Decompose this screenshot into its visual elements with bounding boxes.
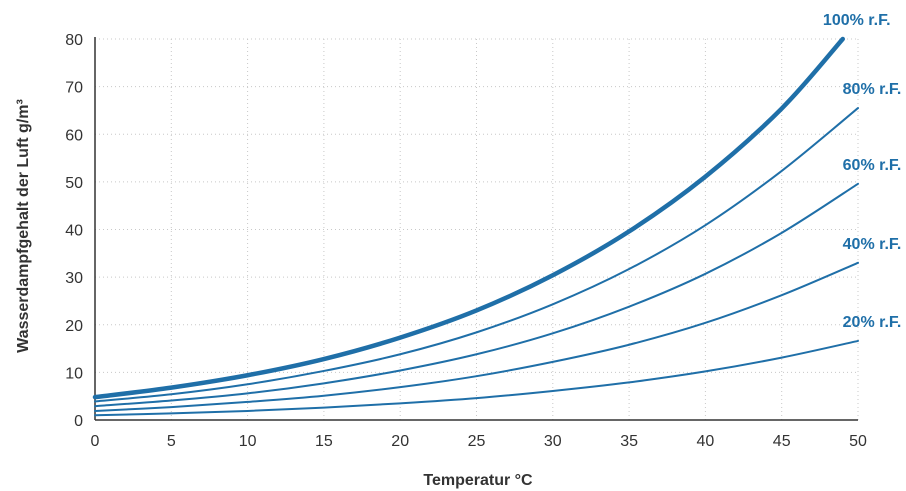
x-tick-label: 45 — [773, 433, 791, 450]
series-labels: 100% r.F. 80% r.F. 60% r.F. 40% r.F. 20% r.F… — [823, 12, 901, 331]
series-label: 20% r.F. — [843, 314, 902, 331]
tick-labels: 0 5 10 15 20 25 30 35 40 45 50 0 10 20 30 40 50 60 70 80 — [65, 32, 867, 450]
y-tick-label: 30 — [65, 270, 83, 287]
y-axis-label: Wasserdampfgehalt der Luft g/m³ — [15, 99, 32, 353]
series-label: 100% r.F. — [823, 12, 891, 29]
x-tick-label: 35 — [620, 433, 638, 450]
x-tick-label: 10 — [239, 433, 257, 450]
y-tick-label: 50 — [65, 175, 83, 192]
series-lines — [92, 36, 859, 417]
y-tick-label: 0 — [74, 413, 83, 430]
y-tick-label: 70 — [65, 80, 83, 97]
x-tick-label: 30 — [544, 433, 562, 450]
series-line — [94, 182, 859, 408]
series-line — [94, 339, 859, 417]
series-label: 60% r.F. — [843, 157, 902, 174]
grid — [95, 38, 859, 420]
x-tick-label: 15 — [315, 433, 333, 450]
series-line — [92, 36, 845, 400]
series-line — [94, 107, 859, 403]
y-tick-label: 60 — [65, 127, 83, 144]
x-tick-label: 50 — [849, 433, 867, 450]
y-tick-label: 20 — [65, 318, 83, 335]
x-tick-label: 25 — [468, 433, 486, 450]
series-line — [94, 261, 859, 412]
series-label: 80% r.F. — [843, 81, 902, 98]
axes — [94, 37, 858, 421]
y-tick-label: 80 — [65, 32, 83, 49]
y-tick-label: 40 — [65, 223, 83, 240]
x-tick-label: 20 — [391, 433, 409, 450]
x-tick-label: 0 — [91, 433, 100, 450]
series-label: 40% r.F. — [843, 236, 902, 253]
x-tick-label: 5 — [167, 433, 176, 450]
y-tick-label: 10 — [65, 365, 83, 382]
x-tick-label: 40 — [697, 433, 715, 450]
x-axis-label: Temperatur °C — [423, 472, 533, 489]
